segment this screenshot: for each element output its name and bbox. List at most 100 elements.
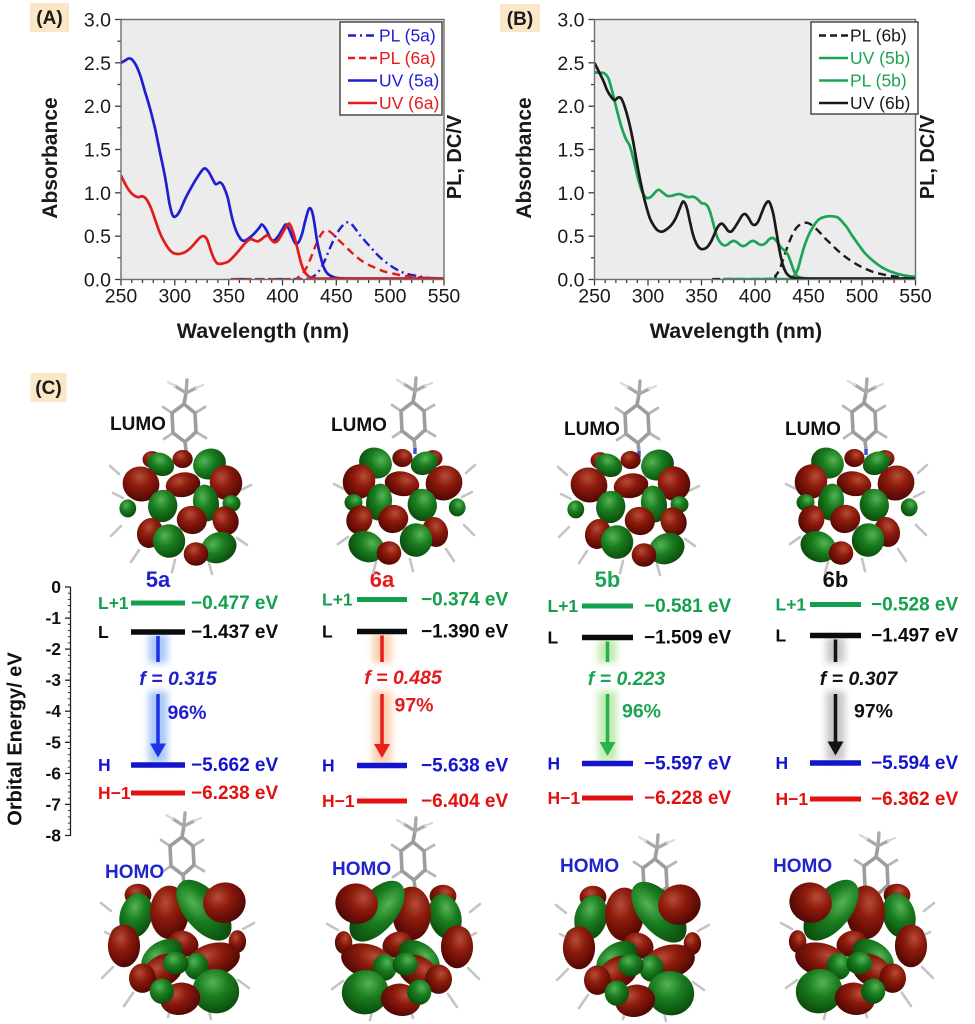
svg-text:96%: 96% xyxy=(167,702,206,724)
svg-text:0: 0 xyxy=(51,577,61,597)
svg-text:5a: 5a xyxy=(146,567,171,592)
svg-text:250: 250 xyxy=(578,286,611,308)
svg-text:f = 0.315: f = 0.315 xyxy=(139,668,218,690)
svg-text:(B): (B) xyxy=(507,9,533,30)
svg-text:H−1: H−1 xyxy=(776,789,809,809)
svg-text:UV (5a): UV (5a) xyxy=(379,71,439,91)
svg-text:H−1: H−1 xyxy=(98,783,131,803)
svg-text:L: L xyxy=(548,628,559,648)
svg-text:1.5: 1.5 xyxy=(84,140,111,162)
svg-text:−0.477 eV: −0.477 eV xyxy=(191,593,278,614)
svg-text:550: 550 xyxy=(428,286,461,308)
svg-text:f = 0.307: f = 0.307 xyxy=(820,668,899,690)
svg-text:2.0: 2.0 xyxy=(84,96,111,118)
svg-text:0.5: 0.5 xyxy=(84,226,111,248)
svg-text:−1.497 eV: −1.497 eV xyxy=(871,626,958,647)
svg-text:PL (5b): PL (5b) xyxy=(850,71,907,91)
svg-text:LUMO: LUMO xyxy=(785,419,841,440)
svg-text:f = 0.485: f = 0.485 xyxy=(364,667,443,689)
svg-text:f = 0.223: f = 0.223 xyxy=(588,668,666,690)
svg-text:H: H xyxy=(98,755,111,775)
svg-text:L+1: L+1 xyxy=(98,593,129,613)
svg-text:−5.594 eV: −5.594 eV xyxy=(871,753,958,774)
svg-text:0.5: 0.5 xyxy=(557,226,584,248)
svg-text:3.0: 3.0 xyxy=(84,10,111,32)
svg-text:−1.437 eV: −1.437 eV xyxy=(191,622,278,643)
svg-text:−1.390 eV: −1.390 eV xyxy=(421,622,508,643)
svg-text:6b: 6b xyxy=(823,567,849,592)
svg-text:−6.362 eV: −6.362 eV xyxy=(871,789,958,810)
svg-text:400: 400 xyxy=(266,286,299,308)
svg-text:−6.404 eV: −6.404 eV xyxy=(421,791,508,812)
svg-text:−1.509 eV: −1.509 eV xyxy=(644,628,731,649)
svg-text:H−1: H−1 xyxy=(322,791,355,811)
svg-text:L: L xyxy=(98,622,109,642)
svg-text:-1: -1 xyxy=(45,608,61,628)
svg-text:HOMO: HOMO xyxy=(105,862,164,883)
svg-text:PL (6a): PL (6a) xyxy=(379,48,436,68)
svg-text:−5.662 eV: −5.662 eV xyxy=(191,755,278,776)
svg-text:PL, DC/V: PL, DC/V xyxy=(444,114,466,199)
svg-text:−0.528 eV: −0.528 eV xyxy=(871,595,958,616)
svg-text:Absorbance: Absorbance xyxy=(513,97,536,218)
svg-text:Wavelength (nm): Wavelength (nm) xyxy=(650,319,822,343)
svg-text:96%: 96% xyxy=(622,701,661,723)
svg-text:−6.238 eV: −6.238 eV xyxy=(191,783,278,804)
svg-text:UV (5b): UV (5b) xyxy=(850,48,910,68)
svg-text:LUMO: LUMO xyxy=(331,415,387,436)
svg-text:450: 450 xyxy=(320,286,353,308)
svg-text:2.0: 2.0 xyxy=(557,96,584,118)
svg-text:L: L xyxy=(776,626,787,646)
svg-text:PL (6b): PL (6b) xyxy=(850,26,907,46)
svg-text:400: 400 xyxy=(739,286,772,308)
svg-text:1.0: 1.0 xyxy=(84,183,111,205)
svg-text:HOMO: HOMO xyxy=(332,859,391,880)
svg-text:-2: -2 xyxy=(45,639,61,659)
svg-text:L+1: L+1 xyxy=(776,595,807,615)
svg-text:-5: -5 xyxy=(45,732,61,752)
svg-text:1.5: 1.5 xyxy=(557,140,584,162)
svg-text:Orbital Energy/ eV: Orbital Energy/ eV xyxy=(5,652,27,826)
svg-text:3.0: 3.0 xyxy=(557,10,584,32)
svg-text:97%: 97% xyxy=(394,695,433,717)
svg-text:1.0: 1.0 xyxy=(557,183,584,205)
svg-text:0.0: 0.0 xyxy=(557,270,584,292)
svg-text:550: 550 xyxy=(899,286,932,308)
svg-text:2.5: 2.5 xyxy=(84,53,111,75)
svg-text:HOMO: HOMO xyxy=(560,856,619,877)
svg-text:UV (6b): UV (6b) xyxy=(850,93,910,113)
svg-text:500: 500 xyxy=(374,286,407,308)
svg-text:(C): (C) xyxy=(35,378,61,399)
svg-text:HOMO: HOMO xyxy=(773,856,832,877)
svg-text:PL (5a): PL (5a) xyxy=(379,26,436,46)
svg-text:97%: 97% xyxy=(854,701,893,723)
svg-text:L+1: L+1 xyxy=(548,596,579,616)
svg-text:-8: -8 xyxy=(45,826,61,846)
svg-text:(A): (A) xyxy=(36,8,62,29)
svg-text:2.5: 2.5 xyxy=(557,53,584,75)
svg-text:300: 300 xyxy=(632,286,665,308)
svg-text:−5.597 eV: −5.597 eV xyxy=(644,754,731,775)
svg-text:350: 350 xyxy=(685,286,718,308)
svg-text:-4: -4 xyxy=(45,701,61,721)
svg-text:450: 450 xyxy=(792,286,825,308)
svg-text:H−1: H−1 xyxy=(548,788,581,808)
svg-text:L: L xyxy=(322,622,333,642)
svg-text:0.0: 0.0 xyxy=(84,270,111,292)
svg-text:PL, DC/V: PL, DC/V xyxy=(917,114,939,199)
svg-text:−6.228 eV: −6.228 eV xyxy=(644,788,731,809)
svg-text:UV (6a): UV (6a) xyxy=(379,93,439,113)
svg-text:250: 250 xyxy=(105,286,138,308)
svg-text:H: H xyxy=(548,754,561,774)
svg-text:350: 350 xyxy=(212,286,245,308)
svg-text:Wavelength (nm): Wavelength (nm) xyxy=(177,319,349,343)
svg-text:300: 300 xyxy=(159,286,192,308)
svg-text:-7: -7 xyxy=(45,794,61,814)
svg-text:LUMO: LUMO xyxy=(110,414,166,435)
svg-text:-6: -6 xyxy=(45,763,61,783)
svg-text:L+1: L+1 xyxy=(322,590,353,610)
svg-text:−0.374 eV: −0.374 eV xyxy=(421,590,508,611)
svg-text:H: H xyxy=(776,753,789,773)
svg-text:5b: 5b xyxy=(595,567,621,592)
svg-text:-3: -3 xyxy=(45,670,61,690)
